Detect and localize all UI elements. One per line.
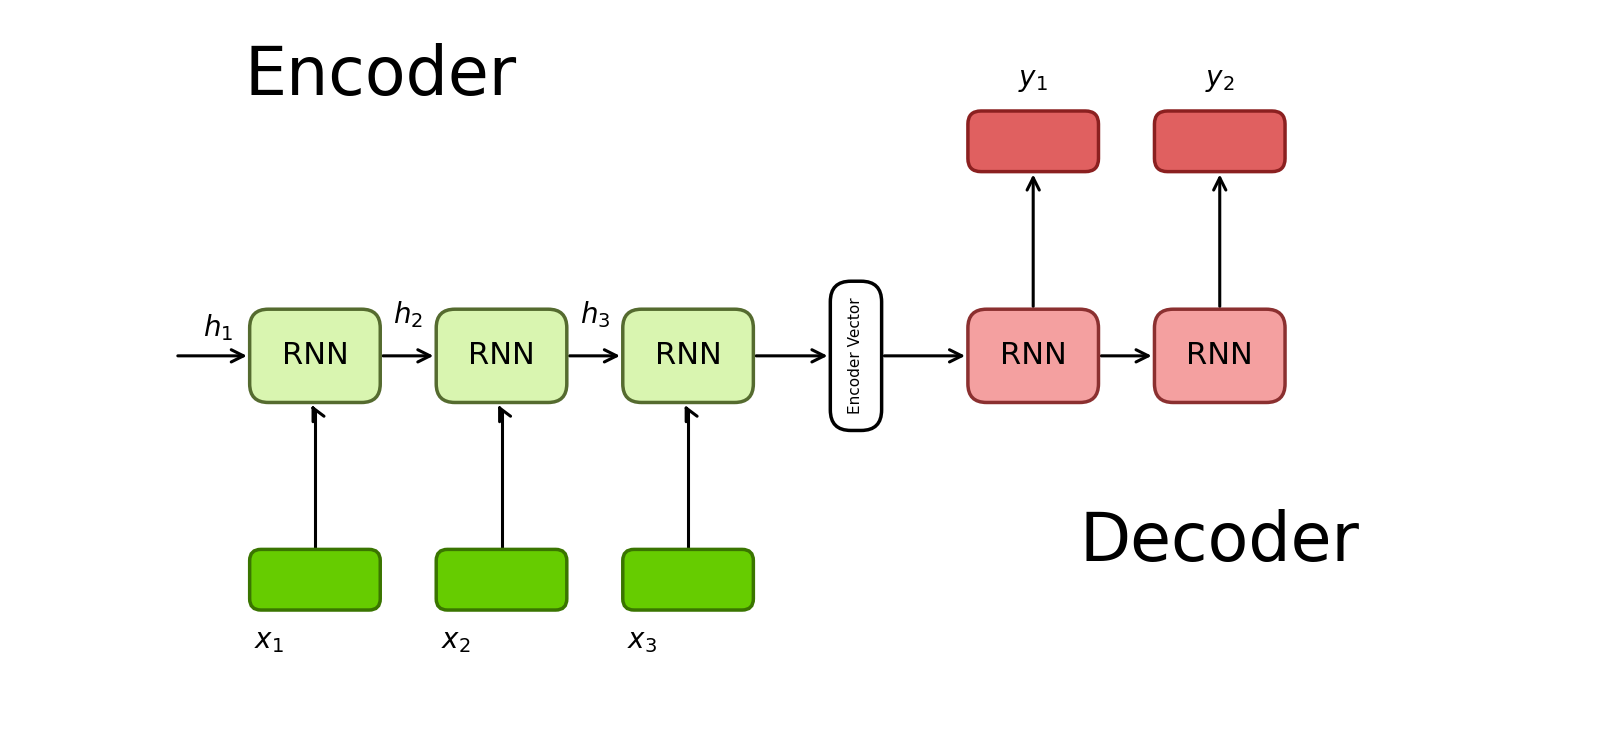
Text: $y_2$: $y_2$	[1205, 66, 1235, 94]
FancyBboxPatch shape	[250, 309, 381, 402]
FancyBboxPatch shape	[1155, 309, 1285, 402]
Text: RNN: RNN	[1186, 342, 1253, 370]
FancyBboxPatch shape	[1155, 111, 1285, 172]
FancyBboxPatch shape	[968, 111, 1099, 172]
FancyBboxPatch shape	[622, 550, 754, 610]
Text: $h_1$: $h_1$	[203, 312, 234, 343]
Text: $x_2$: $x_2$	[442, 627, 470, 655]
Text: $h_2$: $h_2$	[394, 299, 424, 330]
FancyBboxPatch shape	[437, 309, 566, 402]
Text: RNN: RNN	[1000, 342, 1067, 370]
Text: Encoder: Encoder	[245, 43, 517, 109]
Text: $y_1$: $y_1$	[1018, 66, 1048, 94]
FancyBboxPatch shape	[437, 550, 566, 610]
Text: RNN: RNN	[469, 342, 534, 370]
Text: RNN: RNN	[654, 342, 722, 370]
Text: $x_3$: $x_3$	[627, 627, 658, 655]
Text: $h_3$: $h_3$	[579, 299, 610, 330]
FancyBboxPatch shape	[830, 281, 882, 431]
Text: RNN: RNN	[282, 342, 349, 370]
FancyBboxPatch shape	[968, 309, 1099, 402]
FancyBboxPatch shape	[250, 550, 381, 610]
Text: Encoder Vector: Encoder Vector	[848, 297, 864, 414]
FancyBboxPatch shape	[622, 309, 754, 402]
Text: Decoder: Decoder	[1080, 509, 1360, 575]
Text: $x_1$: $x_1$	[254, 627, 285, 655]
